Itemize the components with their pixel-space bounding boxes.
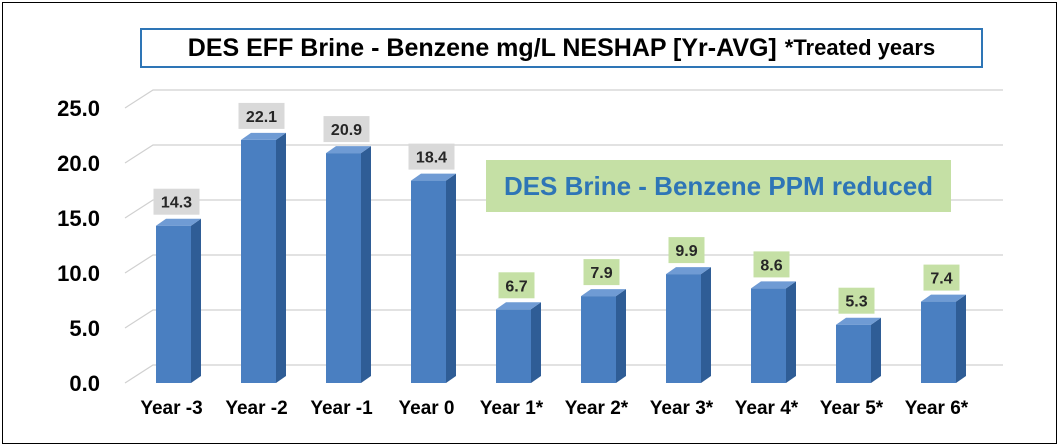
y-tick-label: 0.0 [69, 371, 100, 396]
bar [751, 281, 796, 383]
bars [156, 132, 966, 383]
bar [921, 294, 966, 383]
x-category-label: Year 6* [905, 398, 969, 419]
data-label: 20.9 [323, 116, 370, 143]
bar [836, 317, 881, 383]
x-category-label: Year 0 [399, 398, 455, 419]
y-tick-label: 25.0 [57, 96, 100, 121]
x-category-label: Year 5* [820, 398, 884, 419]
svg-text:7.9: 7.9 [590, 265, 612, 282]
data-label: 9.9 [668, 237, 705, 264]
data-label: 6.7 [498, 272, 535, 299]
data-label: 8.6 [753, 251, 790, 278]
chart-title-box: DES EFF Brine - Benzene mg/L NESHAP [Yr-… [140, 28, 983, 68]
bar [581, 289, 626, 383]
data-label: 5.3 [838, 287, 875, 314]
data-label: 22.1 [238, 102, 285, 129]
x-category-label: Year 4* [735, 398, 799, 419]
gridline [124, 254, 1003, 274]
svg-text:9.9: 9.9 [675, 243, 697, 260]
x-category-label: Year -3 [140, 398, 202, 419]
y-tick-label: 10.0 [57, 261, 100, 286]
bar [241, 132, 286, 383]
gridline [124, 309, 1003, 329]
y-tick-label: 5.0 [69, 316, 100, 341]
gridline [124, 144, 1003, 164]
data-label: 14.3 [153, 188, 200, 215]
svg-text:20.9: 20.9 [331, 122, 362, 139]
chart-title: DES EFF Brine - Benzene mg/L NESHAP [Yr-… [187, 33, 777, 62]
svg-text:14.3: 14.3 [161, 195, 192, 212]
bar [326, 146, 371, 383]
chart-annotation: DES Brine - Benzene PPM reduced [486, 160, 951, 212]
svg-text:8.6: 8.6 [760, 257, 782, 274]
gridline [124, 89, 1003, 109]
x-axis-categories: Year -3 Year -2 Year -1 Year 0 Year 1* Year 2… [140, 398, 968, 419]
svg-text:22.1: 22.1 [246, 109, 277, 126]
gridline [124, 364, 1003, 384]
y-axis-ticks: 0.0 5.0 10.0 15.0 20.0 25.0 [57, 96, 100, 396]
y-tick-label: 15.0 [57, 206, 100, 231]
x-category-label: Year -2 [225, 398, 287, 419]
bar [496, 302, 541, 383]
x-category-label: Year 2* [565, 398, 629, 419]
svg-text:5.3: 5.3 [845, 294, 867, 311]
svg-text:6.7: 6.7 [505, 278, 527, 295]
gridlines [124, 89, 1003, 384]
data-label: 18.4 [408, 143, 455, 170]
y-tick-label: 20.0 [57, 151, 100, 176]
x-category-label: Year -1 [310, 398, 373, 419]
x-category-label: Year 1* [480, 398, 544, 419]
data-label: 7.4 [923, 264, 960, 291]
bar [666, 267, 711, 383]
svg-text:7.4: 7.4 [930, 271, 952, 288]
bar [156, 218, 201, 383]
x-category-label: Year 3* [650, 398, 714, 419]
data-label: 7.9 [583, 259, 620, 286]
data-labels: 14.3 22.1 20.9 18.4 6.7 7.9 9.9 8.6 5.3 7.4 [153, 102, 960, 314]
chart-title-note: *Treated years [784, 35, 936, 60]
svg-text:18.4: 18.4 [416, 150, 447, 167]
bar [411, 173, 456, 383]
